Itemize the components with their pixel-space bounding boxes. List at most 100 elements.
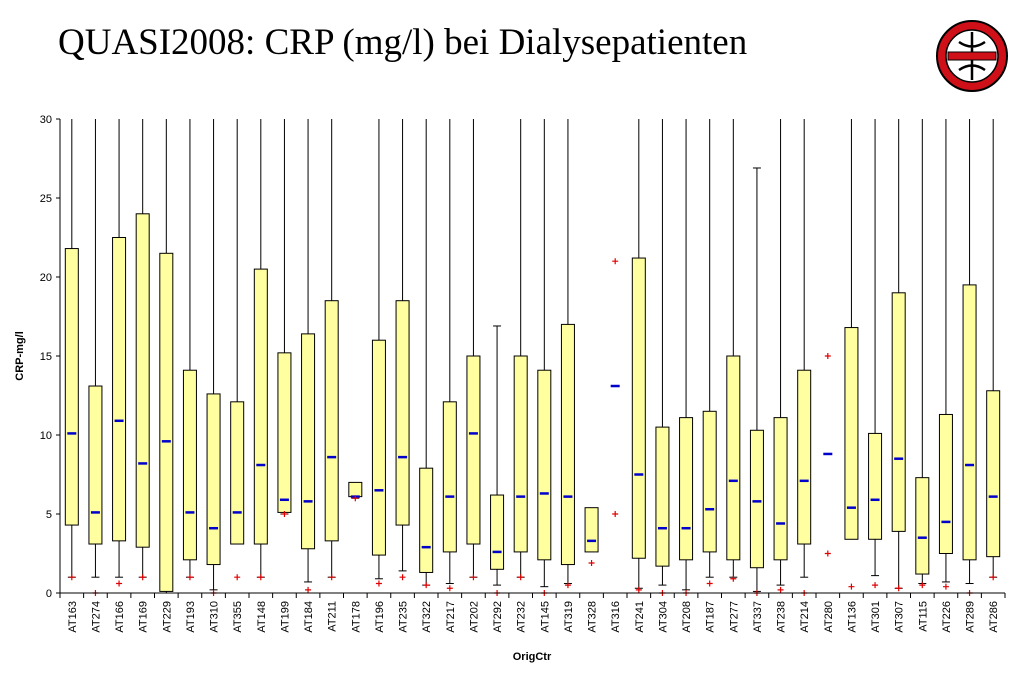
box-AT229 [159,119,174,594]
x-tick-label: AT199 [279,601,291,633]
x-tick-label: AT169 [138,601,150,633]
x-tick-label: AT322 [421,601,433,633]
box-AT277 [726,119,741,582]
outlier-point [399,574,406,581]
x-tick-label: AT289 [965,601,977,633]
y-tick-label: 30 [40,114,52,126]
x-tick-label: AT184 [303,601,315,633]
x-tick-label: AT238 [776,601,788,633]
outlier-point [446,585,453,592]
iqr-box [773,417,788,561]
iqr-box [749,429,764,569]
outlier-point [186,574,193,581]
iqr-box [655,426,670,567]
iqr-box [159,252,174,592]
outlier-point [116,580,123,587]
outlier-point [234,574,241,581]
x-tick-label: AT307 [894,601,906,633]
x-tick-label: AT196 [374,601,386,633]
box-AT307 [891,119,906,592]
x-tick-label: AT214 [799,601,811,633]
x-tick-label: AT193 [185,601,197,633]
x-tick-label: AT328 [587,601,599,633]
box-AT184 [301,119,316,593]
x-tick-label: AT316 [610,601,622,633]
outlier-point [612,511,619,517]
box-AT193 [182,119,197,581]
iqr-box [915,477,930,575]
y-tick-label: 10 [40,430,52,442]
x-tick-label: AT337 [752,601,764,633]
box-AT208 [679,119,694,596]
iqr-box [797,369,812,545]
iqr-box [560,323,575,566]
x-tick-label: AT115 [917,601,929,632]
box-AT211 [324,119,339,581]
iqr-box [135,213,150,548]
x-tick-label: AT145 [539,601,551,633]
outlier-point [375,580,382,587]
iqr-box [277,352,292,513]
outlier-point [139,574,146,581]
iqr-box [301,333,316,550]
y-tick-label: 0 [46,588,52,600]
outlier-point [328,574,335,581]
y-tick-label: 15 [40,351,52,363]
x-tick-label: AT280 [823,601,835,633]
iqr-box [88,385,103,545]
x-tick-label: AT217 [445,601,457,633]
iqr-box [726,355,741,561]
iqr-box [584,507,599,553]
iqr-box [324,300,339,542]
box-AT235 [395,119,410,581]
box-AT289 [962,119,977,596]
x-tick-label: AT136 [846,601,858,633]
x-tick-label: AT274 [90,601,102,633]
iqr-box [631,257,646,559]
x-tick-label: AT187 [705,601,717,633]
x-tick-label: AT319 [563,601,575,633]
outlier-point [730,575,737,582]
outlier-point [990,574,997,581]
box-AT166 [112,119,127,587]
iqr-box [371,339,386,556]
x-tick-label: AT166 [114,601,126,633]
x-tick-label: AT355 [232,601,244,633]
iqr-box [702,410,717,553]
iqr-box [64,248,79,526]
outlier-point [872,582,879,589]
iqr-box [182,369,197,561]
outlier-point [895,585,902,592]
outlier-point [257,574,264,581]
box-AT178 [348,481,363,502]
box-AT232 [513,119,528,581]
iqr-box [891,292,906,532]
outlier-point [470,574,477,581]
box-AT199 [277,119,292,517]
x-tick-label: AT301 [870,601,882,633]
iqr-box [986,390,1001,558]
x-tick-label: AT277 [728,601,740,633]
outlier-point [423,582,430,589]
box-AT163 [64,119,79,581]
box-plots [64,119,1001,596]
x-tick-label: AT304 [657,601,669,633]
x-tick-label: AT286 [988,601,1000,633]
x-tick-label: AT241 [634,601,646,633]
y-axis: 0 5 10 15 20 25 30 [40,114,61,600]
y-tick-label: 5 [46,509,52,521]
box-AT187 [702,119,717,587]
box-AT241 [631,119,646,593]
box-AT115 [915,119,930,589]
iqr-box [938,413,953,554]
iqr-box [253,268,268,545]
box-AT319 [560,119,575,589]
iqr-box [112,237,127,542]
box-AT280 [823,353,833,557]
page-title: QUASI2008: CRP (mg/l) bei Dialysepatient… [58,22,748,63]
outlier-point [777,586,784,593]
iqr-box [490,494,505,570]
outlier-point [848,583,855,590]
outlier-point [612,258,619,265]
